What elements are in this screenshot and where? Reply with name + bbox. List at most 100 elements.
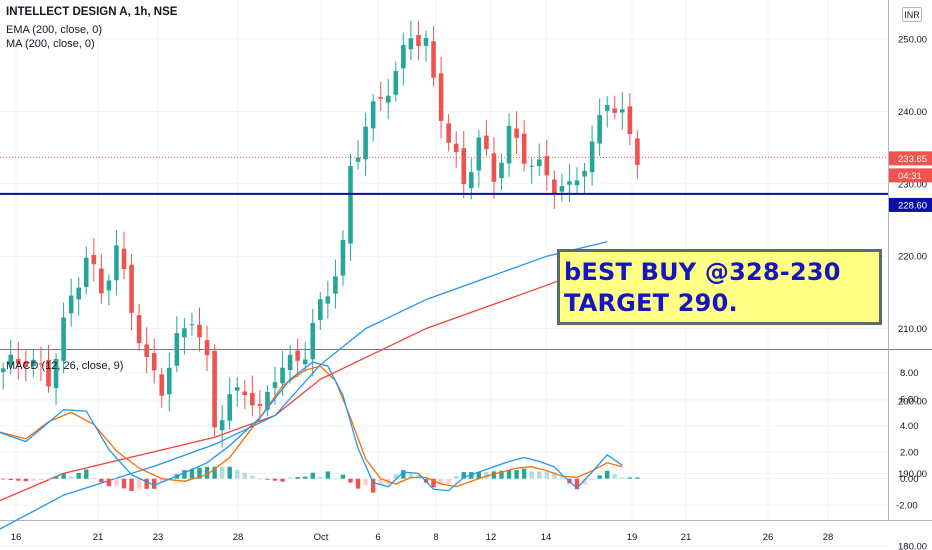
candle-body [559, 186, 565, 192]
macd-histogram-bar [491, 471, 497, 479]
macd-histogram-bar [8, 478, 13, 481]
macd-tick-label: -2.00 [896, 501, 918, 512]
macd-histogram-bar [461, 472, 466, 479]
last-price-badge-bg [889, 151, 932, 166]
candle-body [121, 248, 127, 270]
macd-histogram-bar [627, 477, 633, 479]
macd-histogram-bar [476, 472, 482, 479]
candle-body [61, 317, 66, 361]
candle-body [408, 38, 414, 50]
candle-body [242, 391, 248, 396]
candle-body [189, 324, 195, 326]
candle-body [106, 280, 112, 291]
ema-legend[interactable]: EMA (200, close, 0) [6, 24, 102, 36]
macd-histogram-bar [348, 478, 353, 483]
candle-body [393, 70, 399, 95]
candle-body [174, 333, 180, 366]
macd-histogram-bar [227, 466, 232, 479]
macd-histogram-bar [408, 474, 414, 479]
macd-signal-line [0, 365, 623, 488]
candle-body [423, 37, 429, 46]
candle-body [431, 41, 436, 78]
macd-line [0, 361, 623, 492]
candle-body [76, 287, 81, 300]
candle-body [0, 368, 6, 373]
trade-annotation[interactable]: bEST BUY @328-230 TARGET 290. [557, 249, 882, 325]
macd-histogram-bar [438, 478, 444, 485]
macd-histogram-bar [144, 478, 149, 489]
candle-body [529, 165, 534, 167]
symbol-title[interactable]: INTELLECT DESIGN A, 1h, NSE [6, 6, 178, 18]
candle-body [295, 350, 300, 361]
macd-histogram-bar [401, 470, 406, 479]
macd-histogram-bar [99, 478, 104, 483]
macd-histogram-bar [219, 466, 225, 479]
macd-histogram-bar [318, 476, 323, 479]
macd-histogram-bar [38, 478, 44, 481]
macd-histogram-bar [537, 471, 542, 479]
time-tick-label: 21 [681, 532, 692, 543]
macd-histogram-bar [1, 478, 6, 480]
macd-histogram-bar [589, 478, 595, 481]
macd-histogram-bar [159, 478, 164, 483]
ma-legend[interactable]: MA (200, close, 0) [6, 38, 95, 50]
candle-body [159, 374, 165, 396]
candle-body [197, 324, 202, 338]
macd-histogram-bar [597, 475, 602, 479]
macd-histogram-bar [506, 470, 512, 479]
currency-button[interactable]: INR [902, 7, 922, 22]
time-tick-label: 8 [433, 532, 438, 543]
candle-body [325, 296, 331, 304]
candle-body [597, 115, 602, 144]
ma200-line [0, 262, 608, 502]
candle-body [544, 156, 550, 176]
candle-body [476, 137, 482, 171]
candle-body [8, 354, 14, 366]
candle-body [604, 104, 610, 111]
macd-histogram-bar [521, 468, 527, 479]
candle-body [438, 73, 444, 121]
macd-histogram-bar [189, 468, 195, 479]
candle-body [627, 106, 633, 135]
time-tick-label: 23 [153, 532, 164, 543]
candle-body [227, 394, 232, 421]
macd-histogram-bar [182, 470, 187, 479]
candle-body [302, 359, 308, 365]
macd-histogram-bar [454, 476, 459, 479]
macd-histogram-bar [272, 478, 278, 481]
candle-body [401, 44, 406, 69]
candle-body [370, 101, 376, 129]
macd-tick-label: 8.00 [900, 368, 919, 379]
candle-body [378, 97, 383, 99]
candle-body [355, 157, 361, 162]
macd-tick-label: 2.00 [900, 448, 919, 459]
macd-histogram-bar [363, 478, 368, 486]
candle-body [272, 382, 278, 388]
macd-histogram-bar [303, 476, 308, 479]
candle-body [250, 392, 255, 406]
macd-histogram-bar [393, 474, 398, 479]
price-tick-label: 190.00 [898, 469, 927, 480]
candle-body [46, 359, 51, 387]
time-tick-label: 19 [627, 532, 638, 543]
candle-body [536, 159, 542, 167]
macd-histogram-bar [242, 472, 247, 479]
macd-histogram-bar [114, 478, 119, 486]
macd-tick-label: 6.00 [900, 395, 919, 406]
candle-body [506, 125, 512, 164]
candle-body [318, 299, 323, 320]
macd-legend[interactable]: MACD (12, 26, close, 9) [6, 360, 124, 372]
level-price-badge-bg [889, 197, 932, 212]
macd-histogram-bar [446, 478, 451, 484]
time-tick-label: 14 [541, 532, 552, 543]
macd-histogram-bar [31, 478, 36, 481]
macd-histogram-bar [257, 478, 263, 480]
macd-histogram-bar [23, 478, 29, 482]
candle-body [182, 328, 187, 338]
macd-histogram-bar [529, 471, 534, 479]
candle-body [91, 254, 97, 265]
macd-histogram-bar [295, 476, 300, 479]
macd-histogram-bar [333, 478, 338, 480]
macd-histogram-bar [310, 472, 315, 479]
macd-histogram-bar [121, 478, 127, 489]
